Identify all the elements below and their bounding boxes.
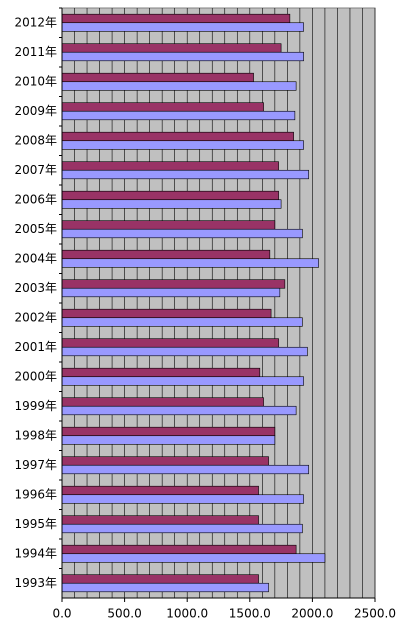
y-tick-label: 1993年 — [14, 576, 57, 590]
bar — [61, 405, 297, 416]
bar — [61, 464, 309, 475]
y-tick-label: 2009年 — [14, 104, 57, 118]
y-tick-label: 2010年 — [14, 74, 57, 88]
x-tick-label: 0.0 — [52, 607, 71, 621]
x-tick-label: 1000.0 — [166, 607, 208, 621]
bar — [61, 72, 254, 83]
bar — [61, 397, 264, 407]
bar — [61, 485, 259, 496]
bar — [61, 582, 269, 593]
bar — [61, 110, 296, 121]
y-tick-label: 1996年 — [14, 487, 57, 501]
bar — [61, 22, 304, 32]
bar — [61, 308, 272, 319]
y-tick-label: 1997年 — [14, 458, 57, 472]
bar — [61, 494, 304, 504]
bar — [61, 102, 264, 112]
y-tick-label: 2008年 — [14, 133, 57, 147]
plot-area — [61, 7, 376, 599]
bar — [61, 515, 259, 525]
bar — [61, 456, 269, 466]
bar — [61, 544, 297, 555]
bar — [61, 523, 303, 534]
bar — [61, 190, 279, 201]
bar — [61, 376, 304, 386]
x-tick-label: 1500.0 — [229, 607, 271, 621]
bar — [61, 287, 281, 298]
bar — [61, 43, 282, 53]
bar — [61, 13, 291, 24]
bar — [61, 553, 326, 563]
bar — [61, 220, 276, 230]
bar — [61, 199, 282, 209]
bar — [61, 317, 303, 327]
bar — [61, 346, 308, 357]
bar — [61, 338, 279, 348]
y-tick-label: 2011年 — [14, 45, 57, 59]
y-tick-label: 2003年 — [14, 281, 57, 295]
bar — [61, 51, 304, 62]
y-tick-label: 2000年 — [14, 369, 57, 383]
y-tick-label: 1998年 — [14, 428, 57, 442]
y-tick-label: 2012年 — [14, 15, 57, 29]
bar — [61, 574, 259, 584]
y-tick-label: 2002年 — [14, 310, 57, 324]
x-tick-label: 2500.0 — [354, 607, 396, 621]
x-tick-label: 2000.0 — [291, 607, 333, 621]
bar — [61, 258, 319, 268]
bar — [61, 249, 271, 260]
bar — [61, 426, 276, 437]
bar — [61, 169, 309, 180]
y-tick-label: 2006年 — [14, 192, 57, 206]
bar — [61, 140, 304, 150]
bar — [61, 435, 276, 445]
y-tick-label: 1994年 — [14, 546, 57, 560]
bar — [61, 131, 294, 142]
bar — [61, 367, 261, 378]
y-tick-label: 2005年 — [14, 222, 57, 236]
bar — [61, 81, 297, 91]
bar — [61, 228, 303, 239]
y-tick-label: 1995年 — [14, 517, 57, 531]
bar — [61, 161, 279, 171]
bar — [61, 279, 286, 289]
y-tick-label: 1999年 — [14, 399, 57, 413]
y-tick-label: 2001年 — [14, 340, 57, 354]
y-tick-label: 2007年 — [14, 163, 57, 177]
y-tick-label: 2004年 — [14, 251, 57, 265]
x-tick-label: 500.0 — [107, 607, 141, 621]
